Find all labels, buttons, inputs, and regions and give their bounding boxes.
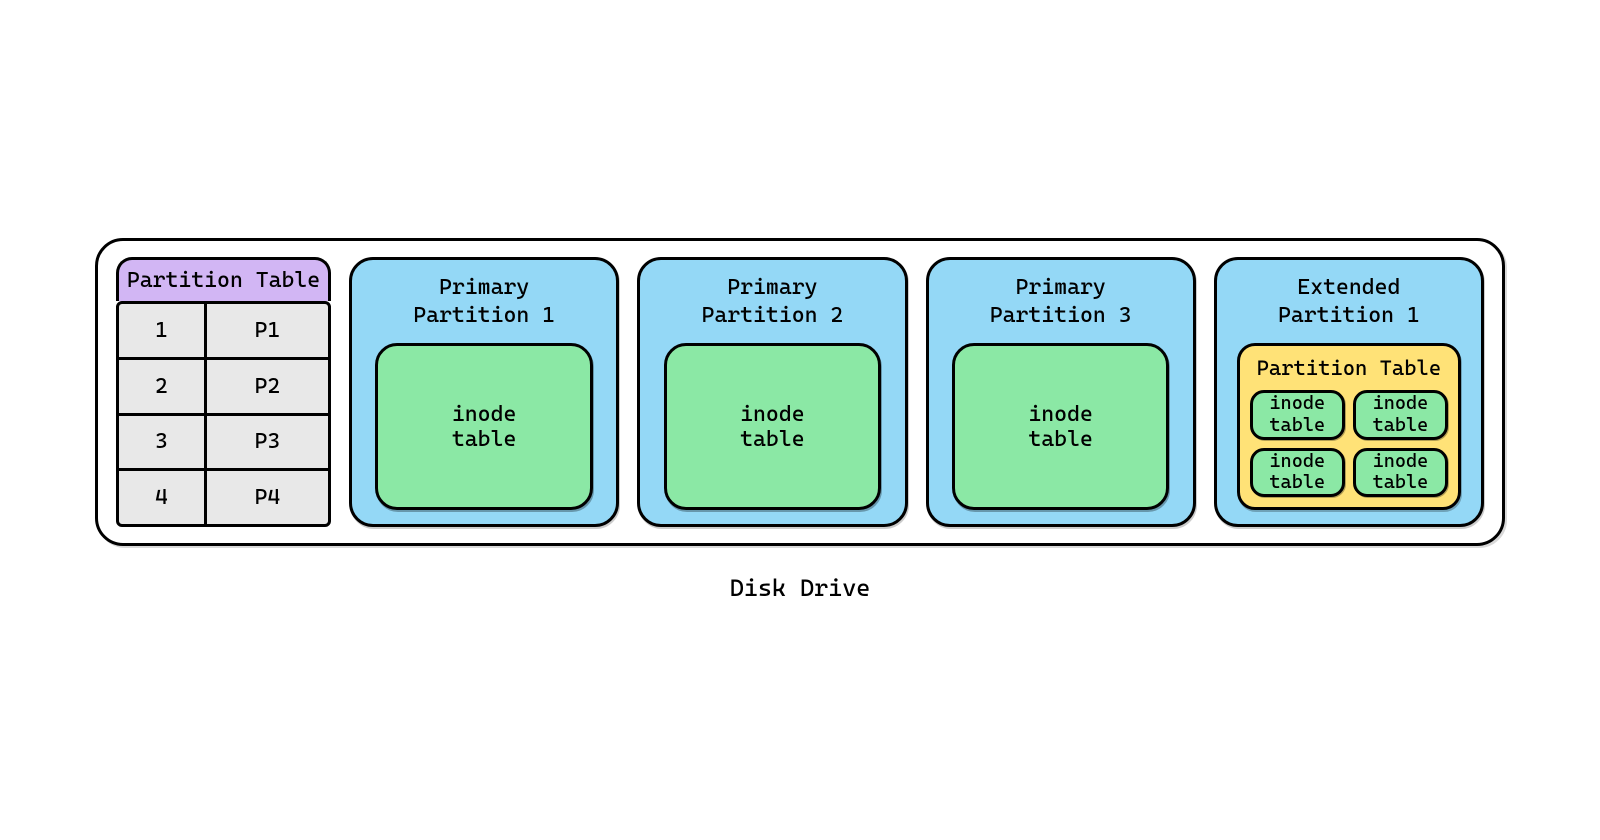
table-cell: 1 xyxy=(119,304,207,357)
disk-label: Disk Drive xyxy=(95,574,1505,602)
primary-partition-3: Primary Partition 3 inode table xyxy=(926,257,1196,528)
inode-table-box: inode table xyxy=(664,343,881,510)
partition-table-block: Partition Table 1 P1 2 P2 3 P3 4 P4 xyxy=(116,257,331,528)
table-row: 4 P4 xyxy=(119,471,328,524)
partition-title: Primary Partition 1 xyxy=(413,274,555,331)
extended-partition-1: Extended Partition 1 Partition Table ino… xyxy=(1214,257,1484,528)
inode-table-box: inode table xyxy=(375,343,592,510)
table-row: 3 P3 xyxy=(119,416,328,472)
table-cell: P2 xyxy=(207,360,328,413)
mini-inode-box: inode table xyxy=(1353,448,1448,498)
table-row: 1 P1 xyxy=(119,304,328,360)
extended-inner-title: Partition Table xyxy=(1250,356,1448,380)
primary-partition-1: Primary Partition 1 inode table xyxy=(349,257,619,528)
partition-title: Primary Partition 2 xyxy=(701,274,843,331)
table-cell: 3 xyxy=(119,416,207,469)
partition-title: Primary Partition 3 xyxy=(990,274,1132,331)
table-cell: P1 xyxy=(207,304,328,357)
mini-inode-grid: inode table inode table inode table inod… xyxy=(1250,390,1448,497)
partition-table-body: 1 P1 2 P2 3 P3 4 P4 xyxy=(116,301,331,528)
table-row: 2 P2 xyxy=(119,360,328,416)
mini-inode-box: inode table xyxy=(1353,390,1448,440)
disk-drive-diagram: Partition Table 1 P1 2 P2 3 P3 4 P4 xyxy=(95,238,1505,603)
extended-inner-ptable: Partition Table inode table inode table … xyxy=(1237,343,1461,510)
partition-table-title: Partition Table xyxy=(116,257,331,301)
table-cell: P3 xyxy=(207,416,328,469)
table-cell: 2 xyxy=(119,360,207,413)
partition-title: Extended Partition 1 xyxy=(1278,274,1420,331)
table-cell: P4 xyxy=(207,471,328,524)
mini-inode-box: inode table xyxy=(1250,390,1345,440)
table-cell: 4 xyxy=(119,471,207,524)
primary-partition-2: Primary Partition 2 inode table xyxy=(637,257,907,528)
disk-container: Partition Table 1 P1 2 P2 3 P3 4 P4 xyxy=(95,238,1505,547)
mini-inode-box: inode table xyxy=(1250,448,1345,498)
inode-table-box: inode table xyxy=(952,343,1169,510)
